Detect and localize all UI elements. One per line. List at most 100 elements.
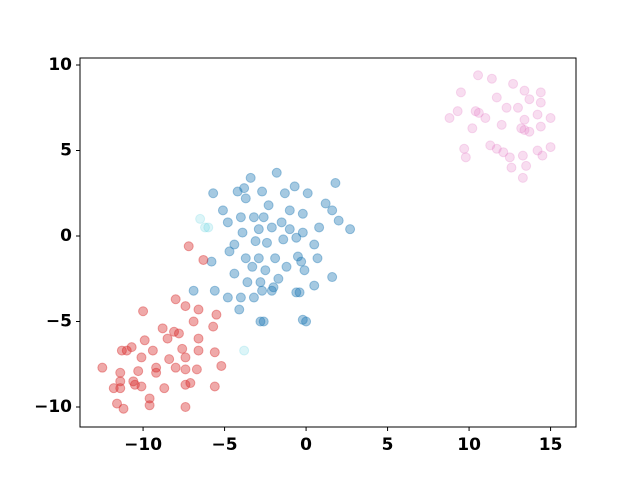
- point: [139, 335, 150, 346]
- point: [115, 376, 126, 387]
- point: [193, 333, 204, 344]
- point: [211, 309, 222, 320]
- point: [173, 328, 184, 339]
- point: [170, 362, 181, 373]
- x-tick-label: 10: [457, 435, 481, 455]
- point: [248, 212, 259, 223]
- point: [504, 152, 515, 163]
- point: [508, 78, 519, 89]
- point: [116, 345, 127, 356]
- point: [177, 343, 188, 354]
- y-tick-label: 5: [60, 141, 72, 161]
- point: [206, 256, 217, 267]
- point: [302, 188, 313, 199]
- point: [312, 253, 323, 264]
- point: [185, 378, 196, 389]
- point: [247, 261, 258, 272]
- point: [284, 205, 295, 216]
- point: [183, 241, 194, 252]
- point: [198, 254, 209, 265]
- point: [229, 268, 240, 279]
- point: [209, 285, 220, 296]
- point: [258, 316, 269, 327]
- point: [169, 326, 180, 337]
- point: [97, 362, 108, 373]
- point: [345, 224, 356, 235]
- point: [294, 287, 305, 298]
- point: [292, 251, 303, 262]
- point: [239, 183, 250, 194]
- point: [297, 227, 308, 238]
- point: [162, 333, 173, 344]
- point: [276, 217, 287, 228]
- point: [278, 234, 289, 245]
- point: [519, 124, 530, 135]
- point: [235, 292, 246, 303]
- point: [224, 246, 235, 257]
- point: [301, 316, 312, 327]
- point: [537, 150, 548, 161]
- point: [159, 383, 170, 394]
- point: [136, 352, 147, 363]
- point: [157, 323, 168, 334]
- point: [255, 277, 266, 288]
- point: [232, 186, 243, 197]
- point: [279, 188, 290, 199]
- point: [257, 186, 268, 197]
- point: [144, 393, 155, 404]
- point: [216, 360, 227, 371]
- point: [209, 381, 220, 392]
- point: [234, 304, 245, 315]
- point: [289, 181, 300, 192]
- point: [200, 222, 211, 233]
- point: [180, 301, 191, 312]
- point: [455, 87, 466, 98]
- point: [188, 316, 199, 327]
- point: [506, 162, 517, 173]
- point: [208, 188, 219, 199]
- point: [180, 364, 191, 375]
- point: [327, 205, 338, 216]
- point: [460, 152, 471, 163]
- point: [521, 160, 532, 171]
- point: [266, 285, 277, 296]
- point: [151, 367, 162, 378]
- point: [314, 222, 325, 233]
- point: [180, 379, 191, 390]
- point: [253, 253, 264, 264]
- point: [273, 273, 284, 284]
- point: [253, 224, 264, 235]
- point: [263, 200, 274, 211]
- point: [255, 316, 266, 327]
- point: [284, 224, 295, 235]
- point: [245, 172, 256, 183]
- point: [532, 109, 543, 120]
- point: [512, 102, 523, 113]
- point: [266, 222, 277, 233]
- point: [203, 222, 214, 233]
- point: [170, 294, 181, 305]
- point: [209, 347, 220, 358]
- point: [291, 287, 302, 298]
- plot-frame: [79, 57, 577, 428]
- point: [128, 376, 139, 387]
- point: [327, 272, 338, 283]
- point: [517, 150, 528, 161]
- point: [260, 265, 271, 276]
- point: [501, 102, 512, 113]
- point: [486, 73, 497, 84]
- point: [250, 236, 261, 247]
- point: [108, 383, 119, 394]
- point: [229, 239, 240, 250]
- point: [118, 403, 129, 414]
- point: [281, 261, 292, 272]
- y-tick-label: −10: [34, 397, 72, 417]
- point: [115, 383, 126, 394]
- point: [164, 354, 175, 365]
- point: [309, 280, 320, 291]
- point: [191, 364, 202, 375]
- point: [296, 256, 307, 267]
- point: [180, 401, 191, 412]
- point: [248, 292, 259, 303]
- point: [545, 142, 556, 153]
